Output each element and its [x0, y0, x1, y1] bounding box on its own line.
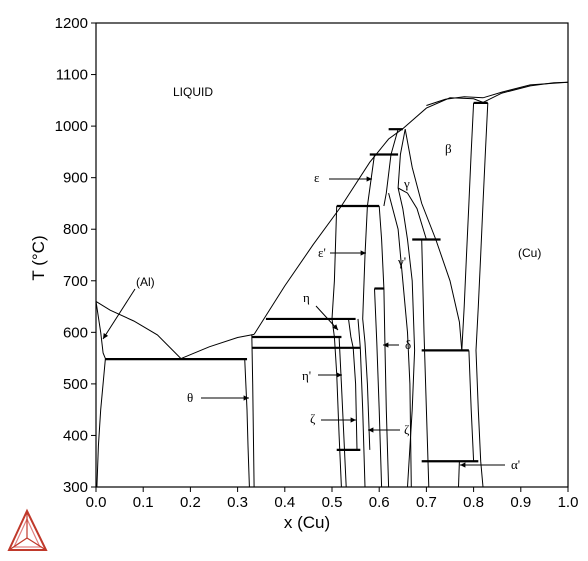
- y-tick-label: 400: [63, 427, 88, 444]
- phase-labels: LIQUID (Al) (Cu) β γ γ' ε ε' η η' θ δ ζ ζ' α': [102, 85, 541, 472]
- invariant-lines: [105, 101, 488, 463]
- gamma-prime-left: [388, 192, 412, 488]
- x-tick-label: 1.0: [558, 494, 579, 511]
- gamma-right: [397, 129, 416, 488]
- pointer-arrowhead: [332, 324, 338, 330]
- phase-label: θ: [187, 390, 193, 405]
- liquidus-cu-side: [482, 81, 569, 103]
- thermo-calc-logo: [7, 508, 48, 551]
- liquidus-al-side: [95, 300, 182, 359]
- phase-label: α': [511, 457, 520, 472]
- beta-right: [461, 102, 475, 351]
- x-tick-label: 0.8: [463, 494, 484, 511]
- x-tick-label: 0.9: [510, 494, 531, 511]
- y-tick-label: 600: [63, 324, 88, 341]
- gamma-prime-top: [397, 187, 427, 240]
- phase-label: ζ': [404, 422, 412, 437]
- pointer-arrowhead: [336, 372, 342, 378]
- x-tick-label: 0.2: [180, 494, 201, 511]
- phase-label: (Al): [136, 275, 155, 289]
- theta-left: [244, 358, 250, 488]
- eta-right: [348, 318, 358, 450]
- phase-label: (Cu): [518, 246, 541, 260]
- y-tick-label: 500: [63, 376, 88, 393]
- gamma-prime-right: [421, 239, 430, 488]
- x-tick-label: 0.7: [416, 494, 437, 511]
- eps-right: [362, 154, 375, 450]
- x-tick-label: 0.5: [322, 494, 343, 511]
- al-solvus: [95, 301, 106, 488]
- plot-lines: [95, 22, 569, 488]
- plot-frame: [95, 22, 569, 488]
- phase-label: γ: [403, 176, 410, 191]
- delta-right: [383, 288, 390, 488]
- zeta-left: [357, 318, 366, 488]
- y-tick-label: 1200: [55, 15, 88, 32]
- y-tick-label: 900: [63, 170, 88, 187]
- solidus-cu: [426, 81, 569, 106]
- phase-label: ε': [318, 245, 326, 260]
- y-tick-label: 700: [63, 273, 88, 290]
- x-tick-label: 0.3: [227, 494, 248, 511]
- pointer-arrowhead: [460, 462, 466, 468]
- pointer-arrowhead: [243, 395, 249, 401]
- liquidus-theta: [180, 333, 255, 360]
- y-axis-title: T (°C): [29, 235, 48, 280]
- x-tick-label: 0.6: [369, 494, 390, 511]
- pointer-arrow: [102, 288, 136, 340]
- pointer-arrowhead: [366, 176, 372, 182]
- phase-label: γ': [397, 254, 406, 269]
- eps-prime: [378, 205, 385, 289]
- phase-label: η': [302, 368, 311, 383]
- phase-label: ε: [314, 170, 320, 185]
- x-tick-label: 0.0: [86, 494, 107, 511]
- pointer-arrowhead: [360, 250, 366, 256]
- x-tick-label: 0.4: [274, 494, 295, 511]
- pointer-arrow: [315, 305, 339, 331]
- gamma-left: [383, 129, 399, 207]
- alpha-prime-bottom: [458, 461, 460, 488]
- phase-label: β: [445, 141, 452, 156]
- y-tick-label: 1000: [55, 118, 88, 135]
- pointer-arrowhead: [368, 427, 374, 433]
- axis-ticks: 0.0 0.1 0.2 0.3 0.4 0.5 0.6 0.7 0.8 0.9 1.0 300 400 5…: [55, 15, 579, 511]
- alpha-prime-left: [468, 350, 475, 462]
- eta-left-2: [338, 336, 347, 488]
- phase-label: η: [303, 290, 310, 305]
- pointer-arrowhead: [383, 342, 389, 348]
- cu-solvus: [475, 102, 489, 488]
- theta-right: [251, 334, 255, 488]
- phase-label: ζ: [310, 411, 316, 426]
- phase-label: δ: [405, 337, 411, 352]
- liquidus-main: [253, 97, 484, 335]
- x-axis-title: x (Cu): [284, 513, 330, 532]
- phase-label: LIQUID: [173, 85, 213, 99]
- y-tick-label: 1100: [56, 67, 88, 84]
- pointer-arrowhead: [350, 417, 356, 423]
- y-tick-label: 800: [63, 221, 88, 238]
- y-tick-label: 300: [63, 479, 88, 496]
- delta-left: [374, 288, 383, 488]
- x-tick-label: 0.1: [133, 494, 154, 511]
- pointer-arrowhead: [103, 333, 109, 339]
